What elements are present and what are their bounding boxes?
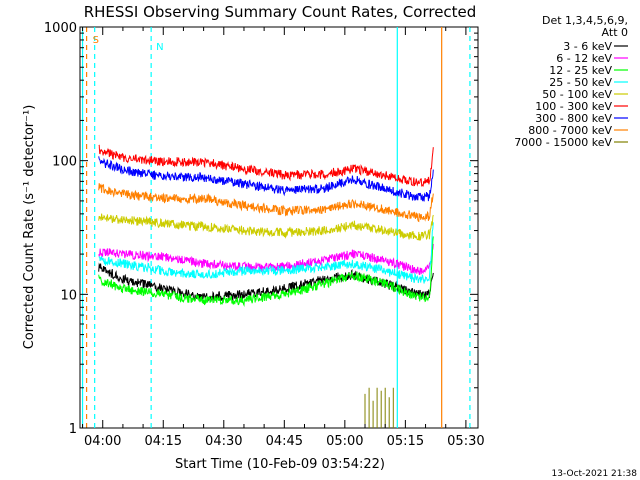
legend-entry: 300 - 800 keV [535, 112, 612, 125]
legend-entry: 7000 - 15000 keV [514, 136, 612, 149]
legend-header: Det 1,3,4,5,6,9, [542, 14, 628, 27]
series-line [98, 144, 434, 187]
legend-entry: 50 - 100 keV [542, 88, 612, 101]
series-line [98, 213, 434, 241]
legend-header: Att 0 [602, 26, 628, 39]
y-tick-label: 10 [60, 288, 77, 303]
legend-entry: 12 - 25 keV [549, 64, 612, 77]
chart-title: RHESSI Observing Summary Count Rates, Co… [84, 3, 477, 21]
plot-frame [79, 26, 479, 429]
y-tick-label: 100 [52, 155, 77, 170]
x-tick-label: 05:30 [447, 434, 484, 449]
series-line [98, 236, 434, 308]
legend-entry: 800 - 7000 keV [528, 124, 612, 137]
x-tick-label: 04:00 [84, 434, 121, 449]
legend-entry: 25 - 50 keV [549, 76, 612, 89]
legend-entry: 100 - 300 keV [535, 100, 612, 113]
plot-axes [79, 26, 479, 429]
y-tick-label: 1000 [44, 21, 77, 36]
x-tick-label: 04:15 [145, 434, 182, 449]
series-line [364, 387, 394, 428]
series-line [98, 243, 434, 276]
axis-ticks: 1 10 100 1000 04:00 04:15 04:30 04:45 05:00 05:15… [44, 21, 485, 449]
series-lines [98, 144, 434, 428]
legend-entry: 6 - 12 keV [556, 52, 612, 65]
x-tick-label: 04:30 [205, 434, 242, 449]
series-line [98, 156, 434, 202]
y-tick-label: 1 [69, 422, 77, 437]
series-line [98, 222, 434, 284]
vertical-markers: SN [81, 27, 471, 428]
x-axis-label: Start Time (10-Feb-09 03:54:22) [175, 457, 385, 472]
annotation-n: N [156, 42, 163, 53]
x-tick-label: 04:45 [266, 434, 303, 449]
legend-entry: 3 - 6 keV [563, 40, 612, 53]
y-axis-label: Corrected Count Rate (s⁻¹ detector⁻¹) [22, 105, 37, 350]
series-line [98, 183, 434, 223]
annotation-s: S [93, 35, 99, 46]
x-tick-label: 05:00 [326, 434, 363, 449]
timestamp: 13-Oct-2021 21:38 [552, 469, 638, 479]
x-tick-label: 05:15 [387, 434, 424, 449]
